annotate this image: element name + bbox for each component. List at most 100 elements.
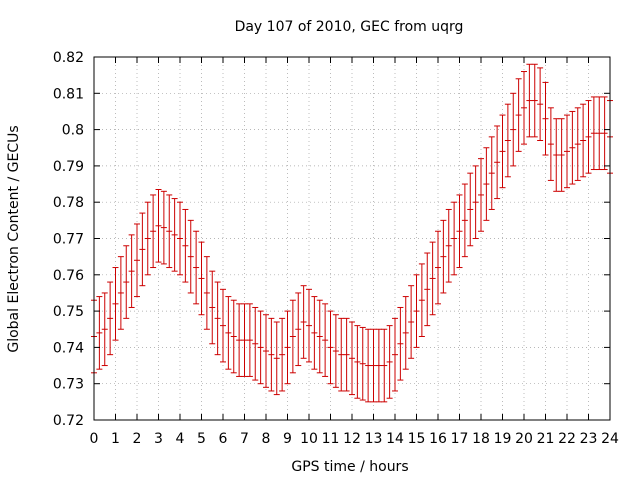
data-point xyxy=(375,328,382,403)
data-point xyxy=(537,67,544,141)
data-point xyxy=(564,114,570,189)
data-point xyxy=(193,230,200,305)
y-tick-label: 0.78 xyxy=(53,195,84,211)
x-axis-label: GPS time / hours xyxy=(291,459,408,475)
x-tick-label: 13 xyxy=(365,431,383,447)
data-point xyxy=(392,317,398,392)
data-point xyxy=(596,96,603,171)
data-point xyxy=(220,288,226,363)
data-point xyxy=(134,223,140,298)
data-point xyxy=(198,241,205,316)
data-point xyxy=(504,103,511,178)
data-point xyxy=(478,158,484,232)
data-point xyxy=(236,303,243,377)
data-point xyxy=(440,219,447,294)
data-point xyxy=(402,296,409,370)
x-tick-label: 22 xyxy=(558,431,576,447)
data-point xyxy=(300,285,307,359)
data-point xyxy=(209,270,216,345)
data-point xyxy=(112,267,119,341)
x-tick-label: 4 xyxy=(176,431,185,447)
data-point xyxy=(338,317,345,392)
data-point xyxy=(413,274,420,348)
data-point xyxy=(279,317,286,392)
data-point xyxy=(230,299,237,374)
data-point xyxy=(144,201,151,276)
data-point xyxy=(177,201,183,276)
x-tick-label: 3 xyxy=(154,431,163,447)
data-point xyxy=(306,288,312,363)
data-point xyxy=(263,314,269,388)
data-point xyxy=(214,281,221,356)
x-tick-label: 7 xyxy=(240,431,249,447)
y-tick-label: 0.73 xyxy=(53,377,84,393)
y-tick-label: 0.72 xyxy=(53,413,84,429)
x-tick-label: 1 xyxy=(111,431,120,447)
y-tick-labels: 0.72 0.73 0.74 0.75 0.76 0.77 0.78 0.79 0.8 0.81 0… xyxy=(53,50,84,429)
data-point xyxy=(397,306,404,381)
data-point xyxy=(332,314,339,388)
data-point xyxy=(569,110,576,185)
data-point xyxy=(311,296,318,370)
x-tick-label: 21 xyxy=(537,431,555,447)
data-point xyxy=(461,183,468,258)
data-point xyxy=(547,107,554,181)
data-point xyxy=(284,310,291,385)
data-point xyxy=(139,212,146,287)
y-tick-label: 0.77 xyxy=(53,232,84,248)
data-point xyxy=(424,252,431,327)
data-point xyxy=(354,325,361,399)
data-point xyxy=(418,263,425,338)
data-point xyxy=(467,172,474,247)
data-point xyxy=(225,296,232,370)
data-point xyxy=(445,208,452,283)
data-point xyxy=(273,321,280,396)
data-point xyxy=(203,256,210,330)
data-point xyxy=(542,81,549,156)
x-tick-label: 11 xyxy=(322,431,340,447)
x-tick-label: 2 xyxy=(133,431,142,447)
x-tick-label: 16 xyxy=(429,431,447,447)
data-point xyxy=(289,299,296,374)
data-point xyxy=(322,303,329,377)
data-point xyxy=(295,292,302,367)
x-tick-label: 23 xyxy=(580,431,598,447)
data-point xyxy=(155,188,162,263)
data-point xyxy=(515,78,522,152)
data-point xyxy=(128,234,135,308)
x-tick-label: 24 xyxy=(601,431,619,447)
data-point xyxy=(435,230,441,305)
data-point xyxy=(451,201,458,276)
y-tick-label: 0.76 xyxy=(53,268,84,284)
x-tick-label: 20 xyxy=(515,431,533,447)
y-tick-label: 0.82 xyxy=(53,50,84,66)
data-point xyxy=(359,326,366,401)
data-point xyxy=(488,136,495,210)
y-tick-label: 0.74 xyxy=(53,340,84,356)
data-point xyxy=(499,114,506,189)
y-tick-label: 0.8 xyxy=(62,123,84,139)
data-point xyxy=(381,328,388,403)
x-tick-labels: 0 1 2 3 4 5 6 7 8 9 10 11 12 13 14 15 16 17 18 19 20 21 22 23 24 xyxy=(90,431,619,447)
y-tick-label: 0.81 xyxy=(53,86,84,102)
x-tick-label: 10 xyxy=(300,431,318,447)
data-point xyxy=(580,103,587,178)
data-point xyxy=(349,321,355,396)
x-tick-label: 14 xyxy=(386,431,404,447)
data-point xyxy=(241,303,248,377)
chart-title: Day 107 of 2010, GEC from uqrg xyxy=(235,19,464,35)
x-tick-label: 5 xyxy=(197,431,206,447)
data-point xyxy=(510,92,517,167)
data-point xyxy=(257,310,264,385)
data-point xyxy=(456,194,463,269)
x-tick-label: 17 xyxy=(451,431,469,447)
data-point xyxy=(107,281,114,356)
data-point xyxy=(526,63,533,138)
x-tick-label: 18 xyxy=(472,431,490,447)
data-point xyxy=(268,317,275,392)
data-point xyxy=(601,96,608,171)
data-point xyxy=(408,285,415,359)
data-point xyxy=(166,194,173,269)
data-point xyxy=(101,292,108,367)
